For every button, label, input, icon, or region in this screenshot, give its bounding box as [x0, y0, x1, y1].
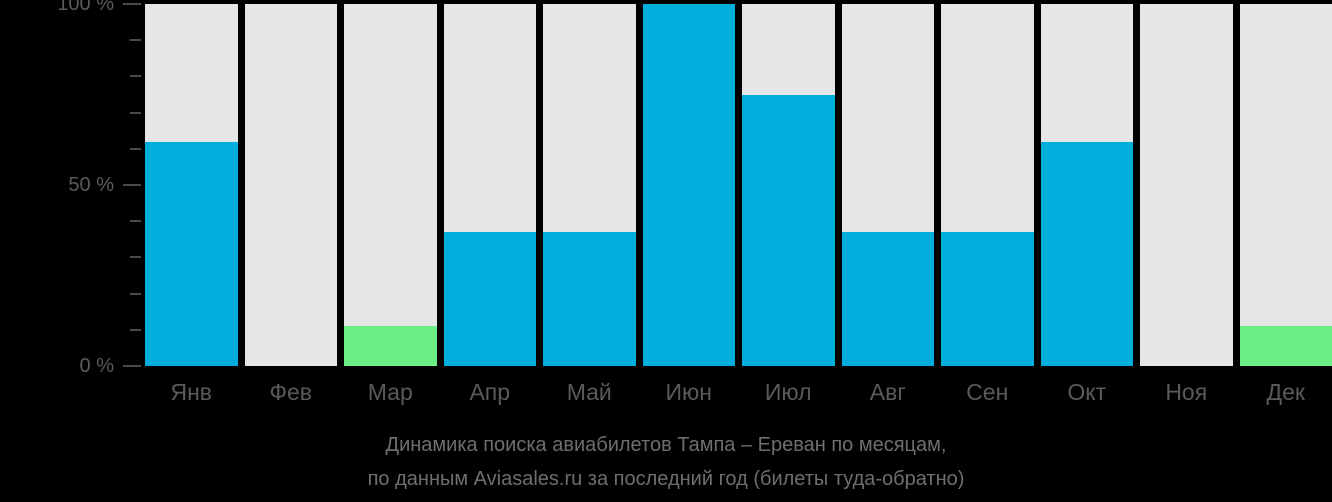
y-axis: 100 % 50 % 0 % [0, 0, 145, 376]
bar-fill [642, 4, 735, 366]
bar-track [1140, 4, 1233, 366]
x-axis-label: Окт [1067, 378, 1107, 405]
bar-fill [841, 232, 934, 366]
bar-track [344, 4, 437, 366]
bar-column[interactable] [443, 4, 536, 366]
bar-column[interactable] [1239, 4, 1332, 366]
x-axis-label: Авг [869, 378, 906, 405]
bar-fill [1239, 326, 1332, 366]
bar-column[interactable] [642, 4, 735, 366]
y-axis-tick-mark [123, 184, 141, 186]
bar-fill [1040, 141, 1133, 366]
bar-fill [543, 232, 636, 366]
bar-column[interactable] [543, 4, 636, 366]
x-axis-tick: Сен [941, 366, 1034, 418]
x-axis-tick: Фев [245, 366, 338, 418]
x-axis-tick: Апр [444, 366, 537, 418]
y-axis-tick-label: 100 % [57, 0, 114, 15]
y-axis-tick-mark [130, 111, 141, 114]
y-axis-tick-mark [130, 75, 141, 78]
y-axis-tick-mark [123, 365, 141, 367]
bar-fill [742, 94, 835, 366]
y-axis-tick-label: 50 % [68, 174, 114, 196]
y-axis-tick-mark [130, 147, 141, 150]
bar-column[interactable] [344, 4, 437, 366]
bar-column[interactable] [742, 4, 835, 366]
bar-column[interactable] [941, 4, 1034, 366]
bar-series [145, 4, 1332, 366]
x-axis-tick: Янв [145, 366, 238, 418]
x-axis-label: Июл [764, 378, 812, 405]
chart-caption: Динамика поиска авиабилетов Тампа – Ерев… [0, 428, 1332, 496]
y-axis-tick-mark [123, 3, 141, 5]
x-axis-label: Дек [1266, 378, 1305, 405]
bar-column[interactable] [244, 4, 337, 366]
x-axis-label: Май [566, 378, 612, 405]
bar-column[interactable] [1140, 4, 1233, 366]
x-axis-tick: Окт [1041, 366, 1134, 418]
x-axis-label: Июн [665, 378, 712, 405]
y-axis-tick-mark [130, 328, 141, 331]
y-axis-tick-mark [130, 256, 141, 259]
x-axis-tick: Ноя [1140, 366, 1233, 418]
x-axis-label: Сен [966, 378, 1009, 405]
x-axis-tick: Мар [344, 366, 437, 418]
y-axis-tick-label: 0 % [79, 355, 114, 377]
x-axis-label: Ноя [1165, 378, 1208, 405]
bar-column[interactable] [145, 4, 238, 366]
bar-fill [941, 232, 1034, 366]
x-axis-tick: Дек [1240, 366, 1332, 418]
bar-fill [145, 141, 238, 366]
y-axis-tick-mark [130, 220, 141, 223]
bar-track [244, 4, 337, 366]
y-axis-tick-mark [130, 292, 141, 295]
x-axis-label: Фев [269, 378, 313, 405]
x-axis-label: Апр [469, 378, 511, 405]
x-axis-label: Мар [367, 378, 413, 405]
x-axis: Янв Фев Мар Апр Май Июн Июл Авг Сен Окт Ноя Дек [145, 366, 1332, 418]
caption-line-1: Динамика поиска авиабилетов Тампа – Ерев… [385, 434, 947, 456]
bar-track [1239, 4, 1332, 366]
x-axis-tick: Июн [643, 366, 736, 418]
bar-column[interactable] [841, 4, 934, 366]
x-axis-tick: Май [543, 366, 636, 418]
x-axis-tick: Июл [742, 366, 835, 418]
bar-fill [344, 326, 437, 366]
caption-line-2: по данным Aviasales.ru за последний год … [367, 468, 965, 490]
x-axis-tick: Авг [842, 366, 935, 418]
plot-area [145, 4, 1332, 366]
bar-column[interactable] [1040, 4, 1133, 366]
x-axis-label: Янв [170, 378, 213, 405]
bar-fill [443, 232, 536, 366]
y-axis-tick-mark [130, 39, 141, 42]
